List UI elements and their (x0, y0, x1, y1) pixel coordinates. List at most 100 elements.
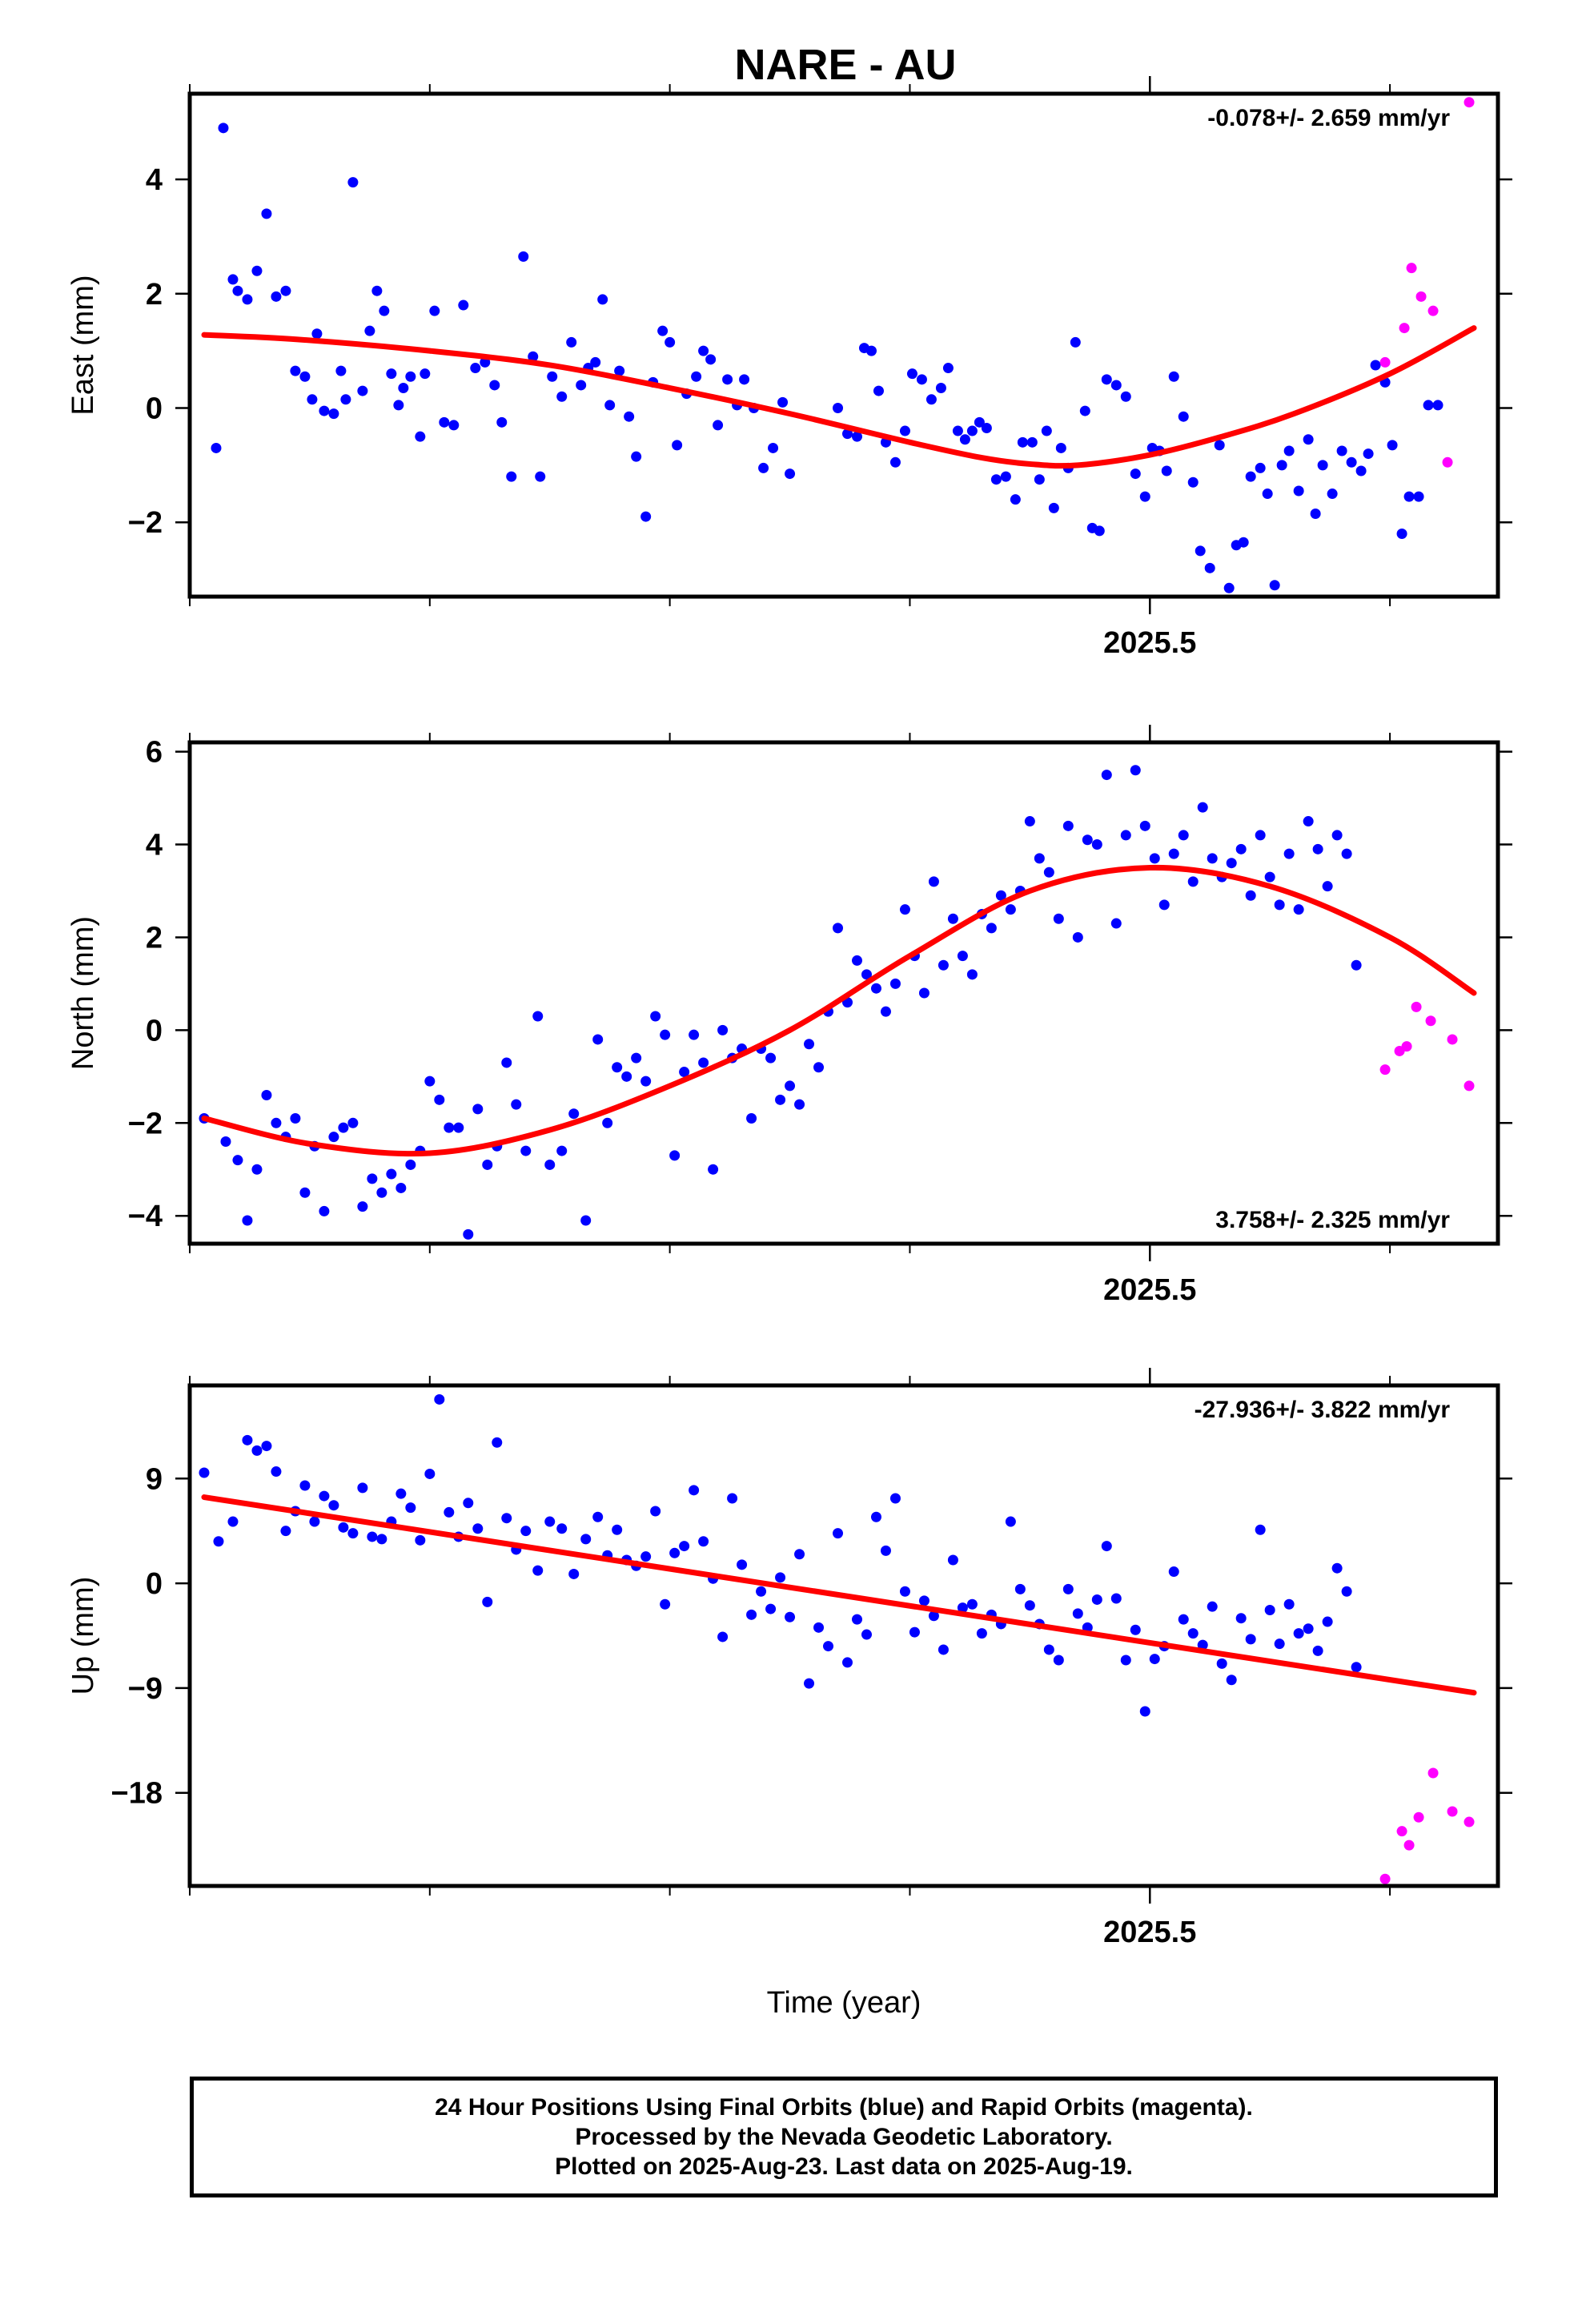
up-final-point (765, 1603, 777, 1614)
north-rate-text: 3.758+/- 2.325 mm/yr (1215, 1207, 1450, 1233)
east-final-point (590, 356, 601, 368)
north-final-point (1005, 904, 1016, 915)
footer-line-processed-by: Processed by the Nevada Geodetic Laborat… (575, 2124, 1113, 2150)
up-final-point (1130, 1624, 1141, 1635)
east-final-point (307, 394, 318, 405)
up-final-point (1264, 1605, 1275, 1616)
north-final-point (242, 1215, 253, 1226)
east-final-point (906, 368, 917, 380)
north-final-point (669, 1150, 681, 1161)
east-panel: 2025.5 −2 0 2 4 East (mm) -0.078+/- 2.659 mm/y… (66, 76, 1512, 660)
east-final-point (1101, 374, 1112, 385)
up-ytick-label: −18 (111, 1777, 163, 1811)
north-final-point (1178, 830, 1189, 841)
east-final-point (1017, 436, 1028, 448)
north-final-point (1158, 899, 1170, 911)
up-final-point (520, 1526, 532, 1537)
east-rapid-point (1464, 97, 1475, 108)
up-rapid-point (1403, 1839, 1415, 1851)
north-final-point (220, 1136, 231, 1147)
up-fit-line (201, 1494, 1477, 1696)
north-final-point (1197, 802, 1208, 813)
east-final-point (1245, 471, 1256, 482)
up-final-point (698, 1536, 709, 1547)
north-frame (187, 740, 1500, 1246)
east-final-point (640, 511, 652, 522)
east-final-point (785, 468, 796, 480)
north-final-point (568, 1108, 580, 1120)
up-final-point (1235, 1613, 1247, 1624)
north-final-point (472, 1104, 484, 1115)
north-final-point (1091, 839, 1102, 850)
north-final-point (928, 876, 939, 887)
up-rapid-point (1447, 1806, 1458, 1817)
north-final-point (501, 1057, 512, 1068)
up-final-point (463, 1498, 474, 1509)
east-rapid-point (1379, 356, 1391, 368)
east-final-point (415, 431, 426, 442)
up-final-point (966, 1598, 978, 1610)
up-final-point (1351, 1662, 1362, 1673)
east-final-point (691, 371, 702, 382)
north-final-point (1264, 871, 1275, 883)
up-rate-text: -27.936+/- 3.822 mm/yr (1195, 1397, 1451, 1423)
up-final-point (1341, 1586, 1352, 1597)
north-ylabel: North (mm) (66, 916, 100, 1070)
up-frame (187, 1383, 1500, 1888)
north-rapid-point (1379, 1064, 1391, 1076)
up-final-point (1110, 1593, 1122, 1604)
north-final-point (1207, 853, 1218, 864)
up-final-point (568, 1568, 580, 1579)
east-final-point (311, 328, 323, 340)
east-final-point (1195, 545, 1206, 557)
up-final-point (1149, 1654, 1160, 1665)
north-final-point (1255, 830, 1266, 841)
north-final-point (319, 1205, 330, 1216)
north-final-point (357, 1201, 368, 1212)
east-final-point (1255, 462, 1266, 473)
up-final-point (650, 1506, 661, 1517)
north-final-point (434, 1094, 445, 1105)
up-final-point (851, 1614, 862, 1625)
east-final-point (1403, 491, 1415, 502)
north-final-point (621, 1071, 632, 1082)
east-final-point (439, 416, 450, 428)
east-final-point (470, 363, 481, 374)
north-final-point (698, 1057, 709, 1068)
up-final-point (227, 1516, 239, 1527)
up-final-point (957, 1602, 968, 1614)
east-ytick-label: −2 (128, 506, 163, 540)
east-final-point (1262, 489, 1273, 500)
up-ytick-label: −9 (128, 1672, 163, 1706)
footer-box: 24 Hour Positions Using Final Orbits (bl… (190, 2077, 1498, 2197)
north-final-point (1351, 959, 1362, 971)
north-final-point (453, 1122, 464, 1133)
east-final-point (974, 416, 985, 428)
up-final-point (592, 1511, 604, 1522)
north-final-point (520, 1145, 532, 1156)
east-final-point (556, 391, 568, 402)
east-final-point (657, 325, 669, 336)
east-final-point (1276, 460, 1287, 471)
east-final-point (1327, 489, 1338, 500)
east-final-point (966, 425, 978, 436)
east-final-point (1034, 474, 1045, 485)
up-rapid-point (1464, 1816, 1475, 1827)
up-final-point (889, 1493, 901, 1504)
north-final-point (947, 913, 958, 924)
north-final-point (1341, 848, 1352, 859)
north-panel: 2025.5 −4 −2 0 2 4 6 North (mm) 3.758+/- 2.325 m… (66, 725, 1512, 1307)
east-final-point (698, 345, 709, 356)
north-final-point (580, 1215, 592, 1226)
east-final-point (1413, 491, 1424, 502)
east-final-point (535, 471, 546, 482)
up-final-point (501, 1513, 512, 1524)
east-final-point (1317, 460, 1328, 471)
north-final-point (880, 1006, 891, 1017)
north-final-point (1331, 830, 1343, 841)
up-final-point (1187, 1628, 1199, 1639)
north-final-point (995, 890, 1006, 901)
east-final-point (1238, 537, 1249, 548)
up-final-point (434, 1393, 445, 1405)
east-final-point (371, 285, 383, 296)
